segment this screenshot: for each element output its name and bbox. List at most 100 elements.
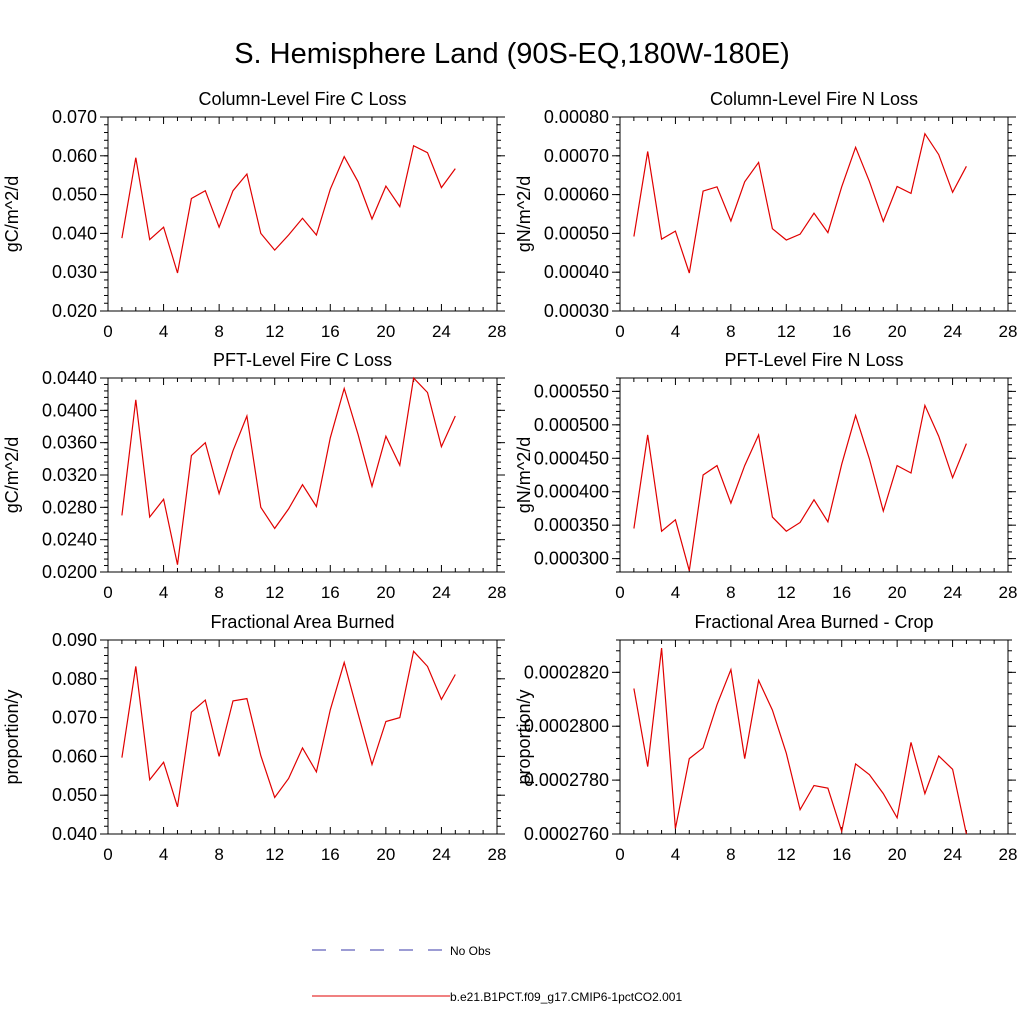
- x-tick-label: 0: [103, 845, 112, 864]
- y-tick-label: 0.0200: [42, 562, 97, 582]
- chart-panel-5: 0 4 8 12 16 20 24 28 0.040 0.050 0.060 0.070 0.080 0.…: [2, 612, 506, 864]
- y-axis-label: proportion/y: [514, 689, 534, 784]
- x-tick-label: 16: [832, 583, 851, 602]
- y-tick-label: 0.00070: [544, 146, 609, 166]
- x-tick-label: 28: [999, 583, 1018, 602]
- plot-frame: [619, 639, 1009, 835]
- x-tick-label: 8: [214, 322, 223, 341]
- x-tick-label: 12: [265, 322, 284, 341]
- y-tick-label: 0.00050: [544, 223, 609, 243]
- x-tick-label: 12: [777, 583, 796, 602]
- x-tick-label: 0: [615, 845, 624, 864]
- y-tick-label: 0.040: [52, 824, 97, 844]
- x-tick-label: 16: [321, 583, 340, 602]
- series-line: [633, 648, 967, 835]
- y-tick-label: 0.000500: [534, 415, 609, 435]
- y-tick-label: 0.0002800: [524, 716, 609, 736]
- x-tick-label: 20: [376, 322, 395, 341]
- x-tick-label: 24: [432, 583, 451, 602]
- y-axis-label: gN/m^2/d: [514, 176, 534, 252]
- y-axis-label: proportion/y: [2, 689, 22, 784]
- chart-panel-2: 0 4 8 12 16 20 24 28 0.00030 0.00040 0.00050 0.0006…: [514, 89, 1017, 341]
- x-tick-label: 16: [321, 845, 340, 864]
- y-tick-label: 0.020: [52, 301, 97, 321]
- y-tick-label: 0.000400: [534, 482, 609, 502]
- chart-panel-3: 0 4 8 12 16 20 24 28 0.0200 0.0240 0.0280 0.0320 0.0…: [2, 350, 506, 602]
- x-tick-label: 0: [615, 322, 624, 341]
- y-tick-label: 0.000550: [534, 381, 609, 401]
- x-tick-label: 28: [488, 322, 507, 341]
- x-tick-label: 4: [159, 583, 168, 602]
- x-tick-label: 4: [671, 322, 680, 341]
- x-tick-label: 0: [103, 583, 112, 602]
- y-tick-label: 0.0320: [42, 465, 97, 485]
- y-tick-label: 0.000350: [534, 515, 609, 535]
- chart-panel-1: 0 4 8 12 16 20 24 28 0.020 0.030 0.040 0.050 0.060 0.…: [2, 89, 506, 341]
- x-tick-label: 20: [888, 322, 907, 341]
- subplot-title: Column-Level Fire C Loss: [198, 89, 406, 109]
- y-tick-label: 0.050: [52, 185, 97, 205]
- series-line: [633, 403, 967, 571]
- x-tick-label: 16: [321, 322, 340, 341]
- x-tick-label: 20: [888, 583, 907, 602]
- y-tick-label: 0.070: [52, 107, 97, 127]
- plot-frame: [107, 116, 498, 312]
- y-tick-label: 0.030: [52, 262, 97, 282]
- plot-frame: [107, 639, 498, 835]
- chart-panel-4: 0 4 8 12 16 20 24 28 0.000300 0.000350 0.000400 0.0…: [514, 350, 1017, 602]
- subplot-title: PFT-Level Fire C Loss: [213, 350, 392, 370]
- x-tick-label: 16: [832, 845, 851, 864]
- x-tick-label: 28: [488, 583, 507, 602]
- subplot-title: PFT-Level Fire N Loss: [724, 350, 903, 370]
- series-line: [121, 144, 456, 274]
- y-tick-label: 0.080: [52, 669, 97, 689]
- x-tick-label: 20: [376, 845, 395, 864]
- y-tick-label: 0.0280: [42, 497, 97, 517]
- x-tick-label: 8: [726, 845, 735, 864]
- legend-label: b.e21.B1PCT.f09_g17.CMIP6-1pctCO2.001: [450, 990, 682, 1004]
- chart-panel-6: 0 4 8 12 16 20 24 28 0.0002760 0.0002780 0.0002800…: [514, 612, 1017, 864]
- y-tick-label: 0.060: [52, 746, 97, 766]
- x-tick-label: 24: [943, 583, 962, 602]
- x-tick-label: 8: [214, 583, 223, 602]
- series-line: [121, 376, 456, 565]
- x-tick-label: 0: [103, 322, 112, 341]
- series-line: [121, 650, 456, 807]
- x-tick-label: 12: [265, 583, 284, 602]
- x-tick-label: 4: [159, 845, 168, 864]
- y-tick-label: 0.040: [52, 223, 97, 243]
- y-tick-label: 0.00030: [544, 301, 609, 321]
- subplot-title: Fractional Area Burned: [210, 612, 394, 632]
- subplot-title: Column-Level Fire N Loss: [710, 89, 918, 109]
- subplot-title: Fractional Area Burned - Crop: [694, 612, 933, 632]
- y-tick-label: 0.00060: [544, 185, 609, 205]
- y-axis-label: gC/m^2/d: [2, 176, 22, 252]
- y-tick-label: 0.0002780: [524, 770, 609, 790]
- x-tick-label: 12: [777, 322, 796, 341]
- x-tick-label: 0: [615, 583, 624, 602]
- x-tick-label: 24: [943, 322, 962, 341]
- x-tick-label: 4: [671, 845, 680, 864]
- x-tick-label: 8: [214, 845, 223, 864]
- y-tick-label: 0.090: [52, 630, 97, 650]
- x-tick-label: 12: [777, 845, 796, 864]
- page-title: S. Hemisphere Land (90S-EQ,180W-180E): [234, 38, 790, 70]
- x-tick-label: 8: [726, 583, 735, 602]
- x-tick-label: 20: [888, 845, 907, 864]
- y-tick-label: 0.0002760: [524, 824, 609, 844]
- legend-label: No Obs: [450, 944, 491, 958]
- y-tick-label: 0.00080: [544, 107, 609, 127]
- x-tick-label: 12: [265, 845, 284, 864]
- y-tick-label: 0.050: [52, 785, 97, 805]
- y-axis-label: gN/m^2/d: [514, 437, 534, 513]
- series-line: [633, 132, 967, 274]
- x-tick-label: 4: [159, 322, 168, 341]
- x-tick-label: 24: [432, 845, 451, 864]
- x-tick-label: 4: [671, 583, 680, 602]
- y-axis-label: gC/m^2/d: [2, 437, 22, 513]
- x-tick-label: 24: [432, 322, 451, 341]
- y-tick-label: 0.000450: [534, 448, 609, 468]
- y-tick-label: 0.0360: [42, 433, 97, 453]
- x-tick-label: 28: [999, 845, 1018, 864]
